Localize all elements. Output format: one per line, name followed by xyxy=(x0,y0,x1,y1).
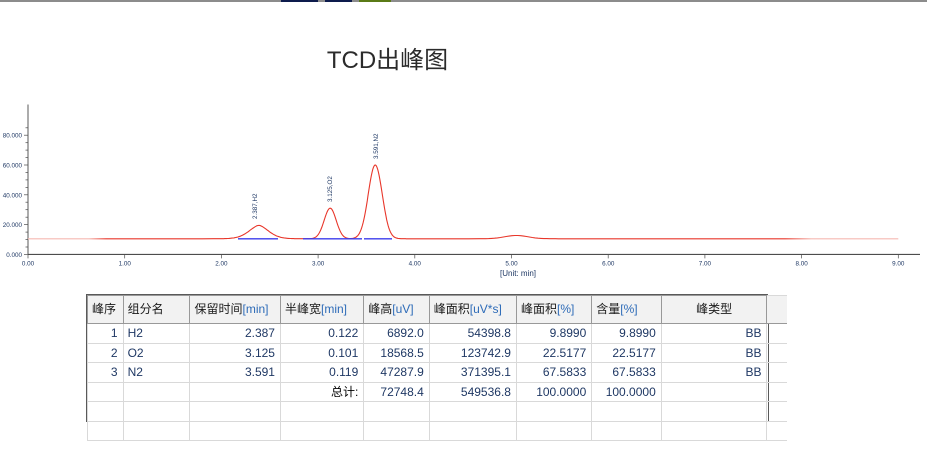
svg-text:7.00: 7.00 xyxy=(699,260,712,267)
svg-text:3.125,O2: 3.125,O2 xyxy=(327,176,334,202)
svg-text:4.00: 4.00 xyxy=(409,260,422,267)
svg-text:1.00: 1.00 xyxy=(119,260,132,267)
svg-text:3.00: 3.00 xyxy=(312,260,325,267)
svg-text:80.000: 80.000 xyxy=(3,133,23,140)
svg-text:20.000: 20.000 xyxy=(3,222,23,229)
svg-text:8.00: 8.00 xyxy=(795,260,808,267)
svg-text:2.387,H2: 2.387,H2 xyxy=(252,193,259,219)
svg-text:2.00: 2.00 xyxy=(215,260,228,267)
svg-text:5.00: 5.00 xyxy=(505,260,518,267)
svg-text:6.00: 6.00 xyxy=(602,260,615,267)
svg-text:0.000: 0.000 xyxy=(6,252,22,259)
svg-text:40.000: 40.000 xyxy=(3,192,23,199)
svg-text:0.00: 0.00 xyxy=(22,260,35,267)
svg-text:9.00: 9.00 xyxy=(892,260,905,267)
svg-text:60.000: 60.000 xyxy=(3,163,23,170)
svg-text:3.591,N2: 3.591,N2 xyxy=(373,133,380,159)
